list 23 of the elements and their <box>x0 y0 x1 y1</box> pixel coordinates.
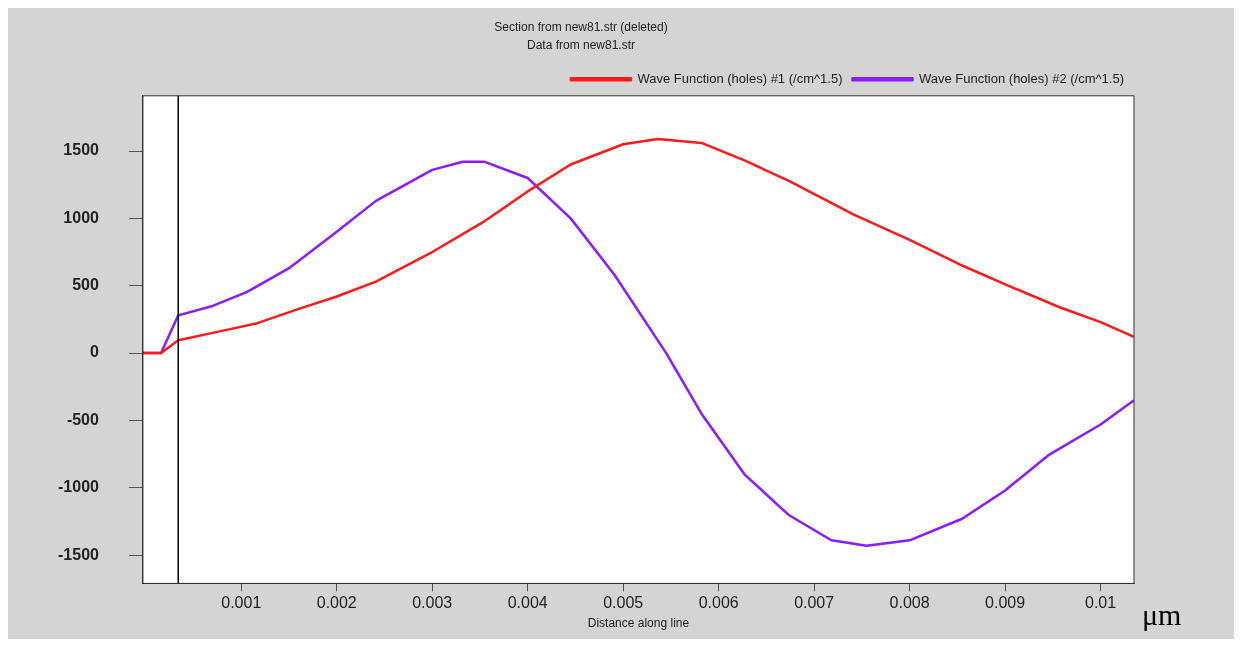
x-tick-label: 0.007 <box>794 594 835 612</box>
y-tick-label: 500 <box>72 276 100 294</box>
x-tick-label: 0.003 <box>412 594 453 612</box>
x-tick-label: 0.009 <box>985 594 1026 612</box>
x-tick-label: 0.005 <box>603 594 644 612</box>
y-tick-label: -500 <box>66 410 100 428</box>
y-tick-label: 1500 <box>63 141 100 159</box>
legend-label: Wave Function (holes) #2 (/cm^1.5) <box>918 70 1125 86</box>
y-tick-label: -1500 <box>58 545 100 563</box>
chart-title: Section from new81.str (deleted) <box>494 19 668 34</box>
legend-label: Wave Function (holes) #1 (/cm^1.5) <box>637 70 843 86</box>
chart-subtitle: Data from new81.str <box>526 37 636 52</box>
x-tick-label: 0.006 <box>698 594 739 612</box>
y-tick-label: -1000 <box>58 478 100 496</box>
x-tick-label: 0.004 <box>507 594 548 612</box>
y-tick-label: 0 <box>90 343 100 361</box>
text: μm <box>1142 598 1182 631</box>
x-tick-label: 0.01 <box>1085 594 1117 612</box>
y-tick-label: 1000 <box>63 208 100 226</box>
x-axis-title: Distance along line <box>587 616 690 631</box>
x-tick-label: 0.008 <box>889 594 930 612</box>
x-tick-label: 0.001 <box>221 594 262 612</box>
x-tick-label: 0.002 <box>316 594 357 612</box>
